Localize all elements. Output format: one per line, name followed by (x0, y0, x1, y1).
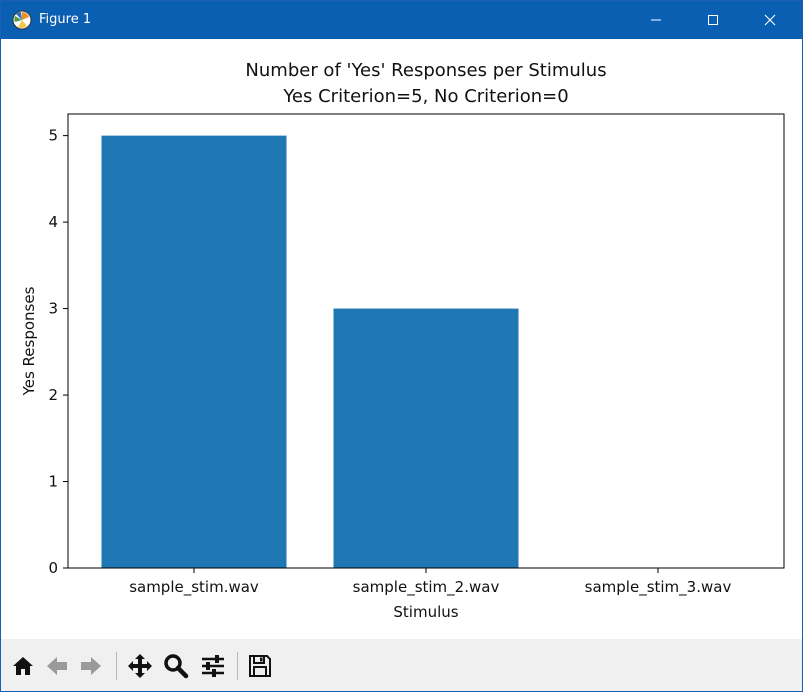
navigation-toolbar (1, 639, 802, 691)
pan-icon (128, 654, 152, 678)
bar-chart: Number of 'Yes' Responses per Stimulus Y… (20, 60, 785, 621)
x-tick-label: sample_stim_3.wav (585, 578, 732, 597)
close-icon (764, 14, 776, 26)
y-tick-label: 5 (48, 127, 58, 145)
y-tick-label: 3 (48, 300, 58, 318)
home-button[interactable] (8, 651, 38, 681)
bar-sample_stim_2.wav (333, 308, 519, 568)
x-tick-label: sample_stim.wav (129, 578, 259, 597)
y-tick-label: 1 (48, 473, 58, 491)
window-title: Figure 1 (39, 12, 92, 27)
bar-sample_stim.wav (101, 135, 287, 568)
matplotlib-logo-icon (12, 10, 32, 30)
forward-button[interactable] (76, 651, 106, 681)
maximize-icon (708, 15, 718, 25)
title-bar[interactable]: Figure 1 (1, 1, 802, 39)
home-icon (13, 657, 33, 675)
y-axis: 0 1 2 3 4 5 (48, 127, 68, 577)
close-button[interactable] (747, 1, 793, 39)
save-button[interactable] (245, 651, 275, 681)
minimize-button[interactable] (633, 1, 679, 39)
bars-group (101, 135, 519, 568)
configure-subplots-button[interactable] (198, 651, 228, 681)
y-tick-label: 2 (48, 386, 58, 404)
plot-frame (67, 113, 785, 569)
forward-arrow-icon (81, 657, 101, 675)
zoom-button[interactable] (161, 651, 191, 681)
toolbar-separator (116, 652, 117, 680)
x-axis: sample_stim.wav sample_stim_2.wav sample_s… (129, 568, 731, 597)
back-arrow-icon (47, 657, 67, 675)
x-axis-label: Stimulus (393, 603, 458, 621)
configure-subplots-icon (202, 655, 224, 677)
y-axis-label: Yes Responses (20, 286, 38, 396)
figure-canvas[interactable]: Number of 'Yes' Responses per Stimulus Y… (1, 39, 802, 639)
pan-button[interactable] (125, 651, 155, 681)
y-tick-label: 0 (48, 559, 58, 577)
chart-subtitle: Yes Criterion=5, No Criterion=0 (282, 86, 568, 107)
zoom-icon (164, 654, 189, 679)
save-icon (249, 655, 271, 677)
x-tick-label: sample_stim_2.wav (353, 578, 500, 597)
toolbar-separator (237, 652, 238, 680)
maximize-button[interactable] (690, 1, 736, 39)
y-tick-label: 4 (48, 213, 58, 231)
chart-title: Number of 'Yes' Responses per Stimulus (245, 60, 606, 81)
minimize-icon (651, 19, 661, 21)
back-button[interactable] (42, 651, 72, 681)
